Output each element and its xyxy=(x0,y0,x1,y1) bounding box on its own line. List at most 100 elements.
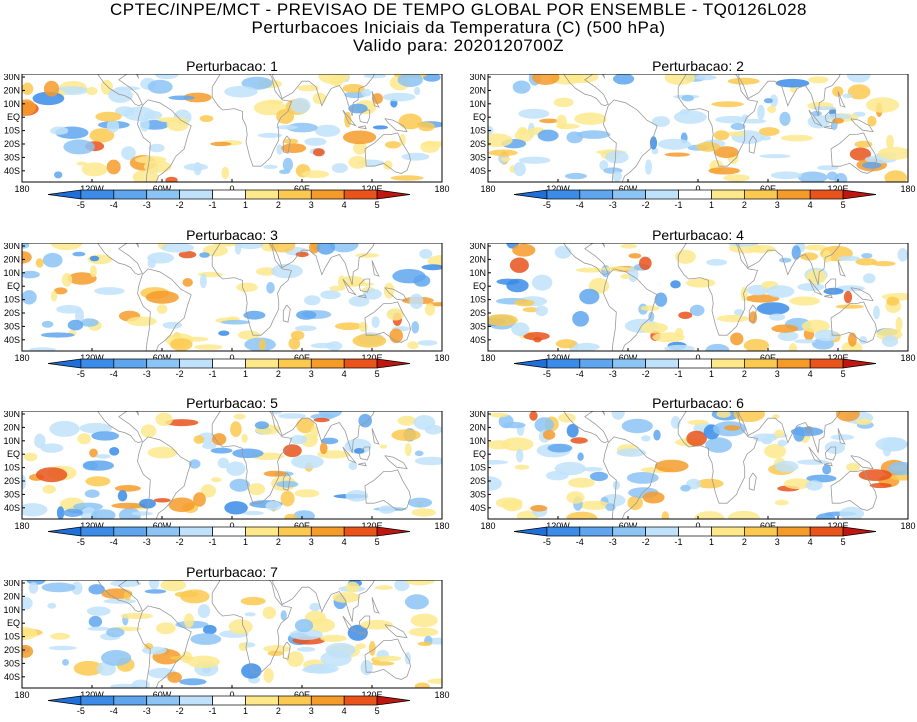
lon-tick-label: 120W xyxy=(80,184,104,194)
colorbar-segment xyxy=(744,526,778,537)
colorbar-segment xyxy=(809,358,844,369)
lon-tick-label: 180 xyxy=(14,184,29,194)
lat-tick-label: 10S xyxy=(470,295,486,305)
panel-title: Perturbacao: 6 xyxy=(652,395,744,411)
panel-title: Perturbacao: 7 xyxy=(186,564,278,580)
coastlines xyxy=(502,74,877,182)
colorbar-segment xyxy=(376,695,411,706)
colorbar-segment xyxy=(47,189,82,200)
colorbar-segment xyxy=(278,526,312,537)
colorbar-segment xyxy=(376,189,411,200)
colorbar-label: 3 xyxy=(309,537,314,545)
colorbar-label: -2 xyxy=(176,200,184,208)
lat-tick-label: 10N xyxy=(469,436,486,446)
colorbar-label: -3 xyxy=(143,200,151,208)
panel-perturbacao-7: Perturbacao: 7 30N 20N 10N EQ 10S 20S 30S 40S 180… xyxy=(0,564,460,714)
coastlines xyxy=(36,74,411,182)
colorbar-label: 1 xyxy=(243,537,248,545)
colorbar-label: -5 xyxy=(77,537,85,545)
colorbar-label: -1 xyxy=(675,537,683,545)
colorbar-label: 4 xyxy=(808,369,813,377)
colorbar-label: 4 xyxy=(342,369,347,377)
coastlines xyxy=(36,580,411,688)
lat-tick-label: EQ xyxy=(473,281,486,291)
colorbar-segment xyxy=(146,695,180,706)
lon-tick-label: 180 xyxy=(480,353,495,363)
colorbar-segment xyxy=(245,358,279,369)
lon-tick-label: 60W xyxy=(619,353,638,363)
lon-tick-label: 180 xyxy=(434,521,449,531)
colorbar-label: -5 xyxy=(543,537,551,545)
colorbar-label: -2 xyxy=(642,200,650,208)
colorbar-label: 5 xyxy=(841,537,846,545)
lon-tick-label: 0 xyxy=(229,521,234,531)
lon-tick-label: 60E xyxy=(294,690,310,700)
colorbar-label: -1 xyxy=(675,200,683,208)
colorbar-label: -2 xyxy=(176,537,184,545)
colorbar-segment xyxy=(80,358,115,369)
colorbar-label: -1 xyxy=(675,369,683,377)
colorbar-segment xyxy=(343,526,378,537)
lat-tick-label: 30N xyxy=(3,74,20,82)
colorbar-label: -2 xyxy=(176,706,184,714)
colorbar: -5 -4 -3 -2 -1 1 2 3 4 5 xyxy=(47,526,411,545)
colorbar-segment xyxy=(343,695,378,706)
colorbar-segment xyxy=(80,526,115,537)
lat-tick-label: 30N xyxy=(469,243,486,251)
panel-perturbacao-3: Perturbacao: 3 30N 20N 10N EQ 10S 20S 30S 40S 180… xyxy=(0,227,460,377)
lon-tick-label: 120E xyxy=(827,353,848,363)
lon-tick-label: 60W xyxy=(619,184,638,194)
colorbar-segment xyxy=(113,695,148,706)
colorbar-label: -5 xyxy=(543,369,551,377)
colorbar-label: 3 xyxy=(775,537,780,545)
lat-tick-label: 10N xyxy=(469,99,486,109)
lon-tick-label: 180 xyxy=(480,184,495,194)
colorbar-label: 2 xyxy=(276,200,281,208)
colorbar-label: -2 xyxy=(642,369,650,377)
colorbar-segment xyxy=(212,526,246,537)
lat-tick-label: EQ xyxy=(7,112,20,122)
colorbar-label: 2 xyxy=(276,369,281,377)
lon-tick-label: 180 xyxy=(900,521,915,531)
lon-tick-label: 60W xyxy=(153,521,172,531)
colorbar-label: 3 xyxy=(775,369,780,377)
lon-tick-label: 0 xyxy=(695,521,700,531)
lat-tick-label: 40S xyxy=(4,672,20,682)
lon-tick-label: 60W xyxy=(153,184,172,194)
lon-tick-label: 180 xyxy=(900,353,915,363)
temperature-anomaly-field xyxy=(22,243,442,351)
lon-tick-label: 120E xyxy=(361,353,382,363)
panel-title: Perturbacao: 3 xyxy=(186,227,278,243)
lon-tick-label: 120E xyxy=(361,184,382,194)
colorbar-label: -3 xyxy=(609,537,617,545)
colorbar-label: 1 xyxy=(243,369,248,377)
lat-tick-label: EQ xyxy=(7,281,20,291)
panel-perturbacao-5: Perturbacao: 5 30N 20N 10N EQ 10S 20S 30S 40S 180… xyxy=(0,395,460,545)
lon-tick-label: 180 xyxy=(434,690,449,700)
lon-tick-label: 120W xyxy=(80,690,104,700)
colorbar-label: 5 xyxy=(841,369,846,377)
colorbar-label: 1 xyxy=(243,706,248,714)
colorbar-label: -5 xyxy=(543,200,551,208)
colorbar-segment xyxy=(579,526,614,537)
lat-tick-label: 20N xyxy=(469,254,486,264)
colorbar-segment xyxy=(711,189,745,200)
lat-tick-label: 20S xyxy=(4,139,20,149)
colorbar-segment xyxy=(809,526,844,537)
lon-tick-label: 120E xyxy=(827,521,848,531)
lon-tick-label: 0 xyxy=(695,353,700,363)
lat-tick-label: 30S xyxy=(470,152,486,162)
lat-tick-label: 40S xyxy=(470,335,486,345)
map-plot: 30N 20N 10N EQ 10S 20S 30S 40S 180 120W 60W 0 60E 120… xyxy=(469,411,916,545)
colorbar-label: -3 xyxy=(143,537,151,545)
lat-tick-label: 20S xyxy=(470,476,486,486)
colorbar-segment xyxy=(278,695,312,706)
colorbar-label: -5 xyxy=(77,200,85,208)
lat-tick-label: 30S xyxy=(4,321,20,331)
colorbar-segment xyxy=(645,526,679,537)
lon-tick-label: 180 xyxy=(14,521,29,531)
panel-perturbacao-4: Perturbacao: 4 30N 20N 10N EQ 10S 20S 30S 40S 180… xyxy=(466,227,917,377)
colorbar: -5 -4 -3 -2 -1 1 2 3 4 5 xyxy=(47,189,411,208)
lon-tick-label: 60E xyxy=(760,521,776,531)
colorbar-label: 5 xyxy=(841,200,846,208)
